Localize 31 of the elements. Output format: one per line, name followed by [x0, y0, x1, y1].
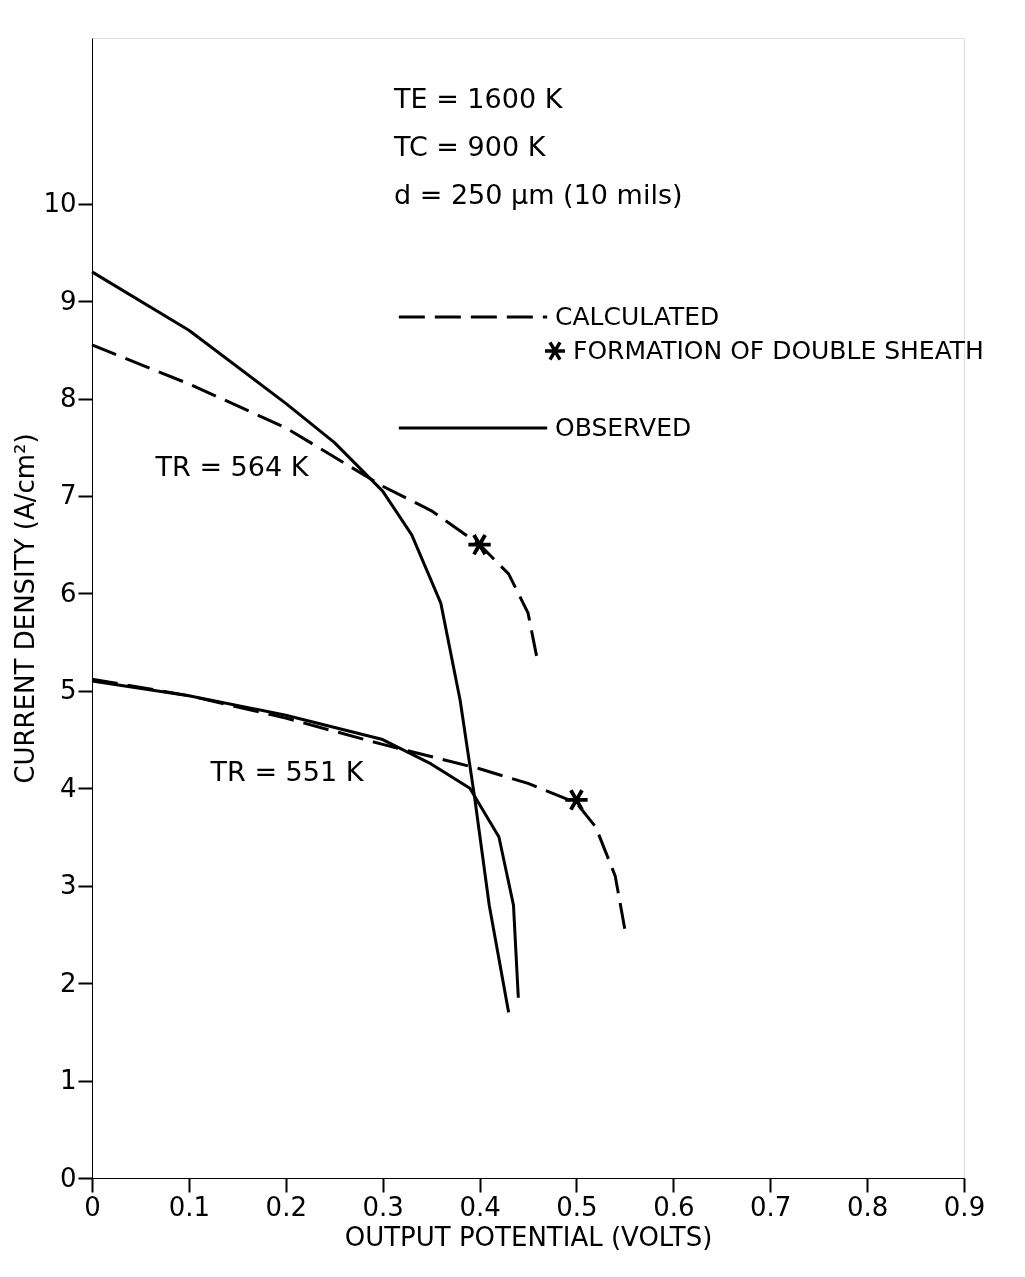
y-tick-label: 6: [59, 577, 77, 608]
y-tick-label: 0: [59, 1162, 77, 1193]
y-axis-title: CURRENT DENSITY (A/cm²): [10, 433, 41, 784]
y-tick-label: 3: [59, 870, 77, 901]
x-tick-label: 0.7: [750, 1191, 792, 1222]
y-tick-label: 10: [43, 188, 77, 219]
annotation: TE = 1600 K: [393, 83, 564, 114]
x-tick-label: 0: [84, 1191, 101, 1222]
text: OBSERVED: [555, 413, 692, 442]
x-tick-label: 0.9: [943, 1191, 986, 1222]
annotation: TR = 551 K: [209, 756, 365, 787]
y-tick-label: 5: [59, 675, 77, 706]
y-tick-label: 7: [59, 480, 77, 511]
y-tick-label: 4: [59, 772, 77, 803]
x-axis-title: OUTPUT POTENTIAL (VOLTS): [344, 1221, 713, 1252]
y-tick-label: 8: [59, 383, 77, 414]
x-tick-label: 0.3: [362, 1191, 404, 1222]
x-tick-label: 0.5: [556, 1191, 598, 1222]
annotation: TC = 900 K: [393, 131, 547, 162]
x-tick-label: 0.4: [459, 1191, 501, 1222]
x-tick-label: 0.2: [265, 1191, 307, 1222]
annotation: d = 250 μm (10 mils): [394, 179, 683, 210]
x-tick-label: 0.6: [653, 1191, 695, 1222]
y-tick-label: 9: [59, 285, 77, 316]
legend-label: FORMATION OF DOUBLE SHEATH: [573, 336, 984, 365]
x-tick-label: 0.1: [168, 1191, 211, 1222]
text: CALCULATED: [555, 302, 720, 331]
annotation: TR = 564 K: [154, 451, 310, 482]
y-tick-label: 1: [59, 1065, 77, 1096]
x-tick-label: 0.8: [846, 1191, 889, 1222]
y-tick-label: 2: [59, 967, 77, 998]
